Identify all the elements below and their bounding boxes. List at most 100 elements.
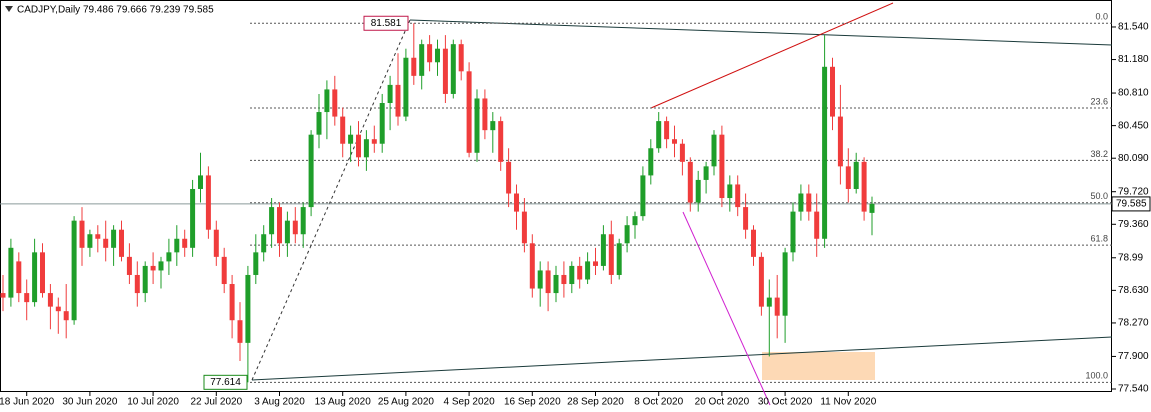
- candle-body: [529, 243, 535, 289]
- fib-level-label: 38.2: [1090, 149, 1108, 159]
- candle-body: [632, 216, 638, 226]
- candle-body: [679, 143, 685, 162]
- candle-body: [814, 211, 820, 239]
- candle-body: [213, 229, 219, 257]
- candle-body: [743, 207, 749, 230]
- candle-body: [24, 293, 30, 303]
- x-tick-label: 10 Jul 2020: [127, 397, 179, 408]
- candle-body: [569, 265, 575, 285]
- price-tag-box: [363, 15, 409, 31]
- candle-body: [95, 234, 101, 239]
- candle-body: [648, 148, 654, 176]
- candle-body: [521, 211, 527, 244]
- candle-body: [150, 265, 156, 271]
- candle-body: [16, 261, 22, 294]
- candle-body: [600, 234, 606, 266]
- candle-body: [277, 207, 282, 244]
- candle-body: [593, 261, 598, 266]
- candle-body: [837, 116, 843, 167]
- candle-body: [71, 220, 77, 321]
- fib-level-label: 50.0: [1090, 191, 1108, 201]
- y-tick-label: 78.99: [1118, 252, 1143, 263]
- trend-line: [409, 19, 1113, 46]
- candle-body: [458, 44, 464, 72]
- candle-body: [687, 161, 693, 203]
- candle-body: [356, 134, 361, 158]
- x-tick-label: 20 Oct 2020: [695, 397, 750, 408]
- candle-body: [490, 121, 496, 131]
- fib-level-label: 0.0: [1095, 12, 1108, 22]
- candle-body: [284, 220, 290, 244]
- title-icon: [5, 6, 13, 12]
- candle-body: [735, 184, 741, 208]
- x-tick-label: 8 Oct 2020: [634, 397, 683, 408]
- candle-body: [498, 121, 504, 162]
- candle-body: [190, 188, 196, 248]
- candle-body: [561, 274, 567, 285]
- x-tick-label: 13 Aug 2020: [315, 397, 372, 408]
- candle-body: [166, 252, 172, 262]
- candle-body: [822, 66, 828, 239]
- candle-body: [379, 103, 385, 144]
- x-tick-label: 25 Aug 2020: [378, 397, 435, 408]
- chart-title: CADJPY,Daily 79.486 79.666 79.239 79.585: [17, 5, 214, 16]
- x-tick-label: 3 Aug 2020: [254, 397, 305, 408]
- candle-body: [845, 166, 851, 189]
- candle-body: [774, 297, 780, 316]
- x-tick-label: 18 Jun 2020: [0, 397, 55, 408]
- y-tick-label: 81.540: [1118, 22, 1149, 33]
- trend-line: [682, 211, 771, 406]
- candle-body: [371, 139, 377, 144]
- y-tick-label: 80.450: [1118, 120, 1149, 131]
- x-tick-label: 30 Jun 2020: [62, 397, 117, 408]
- candle-body: [656, 121, 662, 149]
- candle-body: [245, 274, 251, 343]
- candle-body: [719, 134, 725, 199]
- fib-level-label: 61.8: [1090, 234, 1108, 244]
- y-tick-label: 77.900: [1118, 351, 1149, 362]
- candle-body: [758, 256, 764, 307]
- last-price-label: 79.585: [1116, 199, 1147, 210]
- candle-body: [466, 71, 472, 153]
- candle-body: [419, 44, 425, 76]
- candle-body: [537, 270, 543, 289]
- candle-body: [55, 306, 61, 312]
- candle-body: [474, 98, 480, 153]
- candle-body: [861, 161, 867, 212]
- candle-body: [87, 234, 93, 248]
- candle-body: [40, 252, 45, 294]
- trend-line: [251, 336, 1113, 381]
- x-tick-label: 16 Sep 2020: [504, 397, 561, 408]
- candle-body: [545, 270, 551, 294]
- candle-body: [506, 161, 512, 194]
- x-tick-label: 4 Sep 2020: [444, 397, 496, 408]
- candle-body: [672, 139, 677, 144]
- candle-body: [395, 84, 401, 117]
- candle-body: [751, 229, 756, 257]
- candle-body: [348, 134, 354, 144]
- candle-body: [806, 193, 812, 212]
- candle-body: [411, 57, 417, 76]
- candle-body: [119, 229, 124, 257]
- x-tick-label: 30 Oct 2020: [758, 397, 813, 408]
- candle-body: [711, 134, 717, 167]
- candle-body: [47, 293, 53, 307]
- candle-body: [782, 252, 788, 316]
- candle-body: [727, 184, 733, 199]
- y-tick-label: 78.270: [1118, 318, 1149, 329]
- y-tick-label: 80.810: [1118, 88, 1149, 99]
- trend-line: [650, 2, 894, 109]
- x-tick-label: 28 Sep 2020: [567, 397, 624, 408]
- y-tick-label: 79.360: [1118, 219, 1149, 230]
- candle-body: [435, 48, 440, 63]
- candle-body: [616, 243, 622, 275]
- candle-body: [664, 121, 670, 140]
- candle-body: [316, 112, 322, 135]
- candle-body: [237, 320, 243, 343]
- candle-body: [450, 44, 456, 94]
- candle-body: [134, 274, 140, 294]
- fib-level-label: 23.6: [1090, 96, 1108, 106]
- candle-body: [126, 256, 132, 275]
- candle-body: [766, 297, 772, 307]
